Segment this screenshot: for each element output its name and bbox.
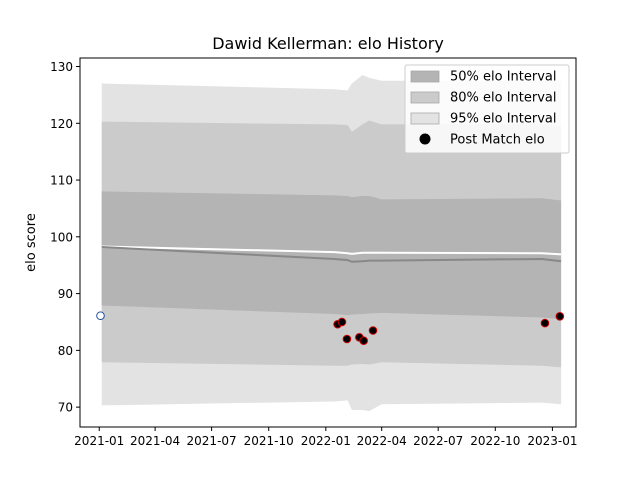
legend-label: Post Match elo	[450, 133, 545, 148]
y-axis-label: elo score	[24, 213, 39, 272]
legend-swatch-post-match-elo	[419, 133, 431, 145]
post-match-point	[555, 312, 565, 321]
x-tick-label: 2022-07	[413, 434, 463, 448]
post-match-point	[337, 317, 347, 327]
post-match-point	[540, 318, 550, 328]
post-match-points	[96, 311, 565, 346]
y-tick-label: 90	[58, 287, 73, 301]
post-match-point	[96, 311, 105, 321]
mean-rating-line	[101, 246, 562, 263]
upper-rating-line	[101, 245, 562, 256]
legend-frame	[404, 64, 570, 154]
y-tick-label: 110	[50, 174, 73, 188]
y-tick-label: 130	[50, 60, 73, 74]
rating-lines	[101, 245, 562, 263]
x-tick-label: 2021-10	[244, 434, 294, 448]
post-match-point	[368, 326, 378, 335]
plot-frame	[79, 57, 577, 428]
legend-swatch-80-elo-interval	[410, 91, 440, 104]
x-tick-label: 2021-07	[187, 434, 237, 448]
x-tick-label: 2021-01	[74, 434, 124, 448]
x-tick-label: 2022-04	[357, 434, 407, 448]
band-50-elo-interval	[101, 191, 562, 320]
legend-label: 95% elo Interval	[450, 112, 557, 127]
legend-label: 80% elo Interval	[450, 91, 557, 106]
y-tick-label: 100	[50, 230, 73, 244]
x-tick-label: 2021-04	[130, 434, 180, 448]
legend-swatch-50-elo-interval	[410, 70, 440, 83]
legend-label: 50% elo Interval	[450, 70, 557, 85]
x-tick-label: 2022-10	[470, 434, 520, 448]
post-match-point	[342, 334, 352, 344]
x-tick-label: 2022-01	[301, 434, 351, 448]
legend: 50% elo Interval 80% elo Interval 95% elo …	[404, 64, 570, 154]
y-axis: 70 80 90 100 110 120 130	[50, 60, 80, 415]
x-tick-label: 2023-01	[527, 434, 577, 448]
interval-bands	[101, 75, 562, 412]
x-axis: 2021-01 2021-04 2021-07 2021-10 2022-01 2022-…	[74, 427, 577, 448]
legend-swatch-95-elo-interval	[410, 112, 440, 125]
post-match-point	[359, 336, 368, 346]
y-tick-label: 70	[58, 401, 73, 415]
y-tick-label: 80	[58, 344, 73, 358]
y-tick-label: 120	[50, 117, 73, 131]
chart-title: Dawid Kellerman: elo History	[212, 34, 444, 53]
